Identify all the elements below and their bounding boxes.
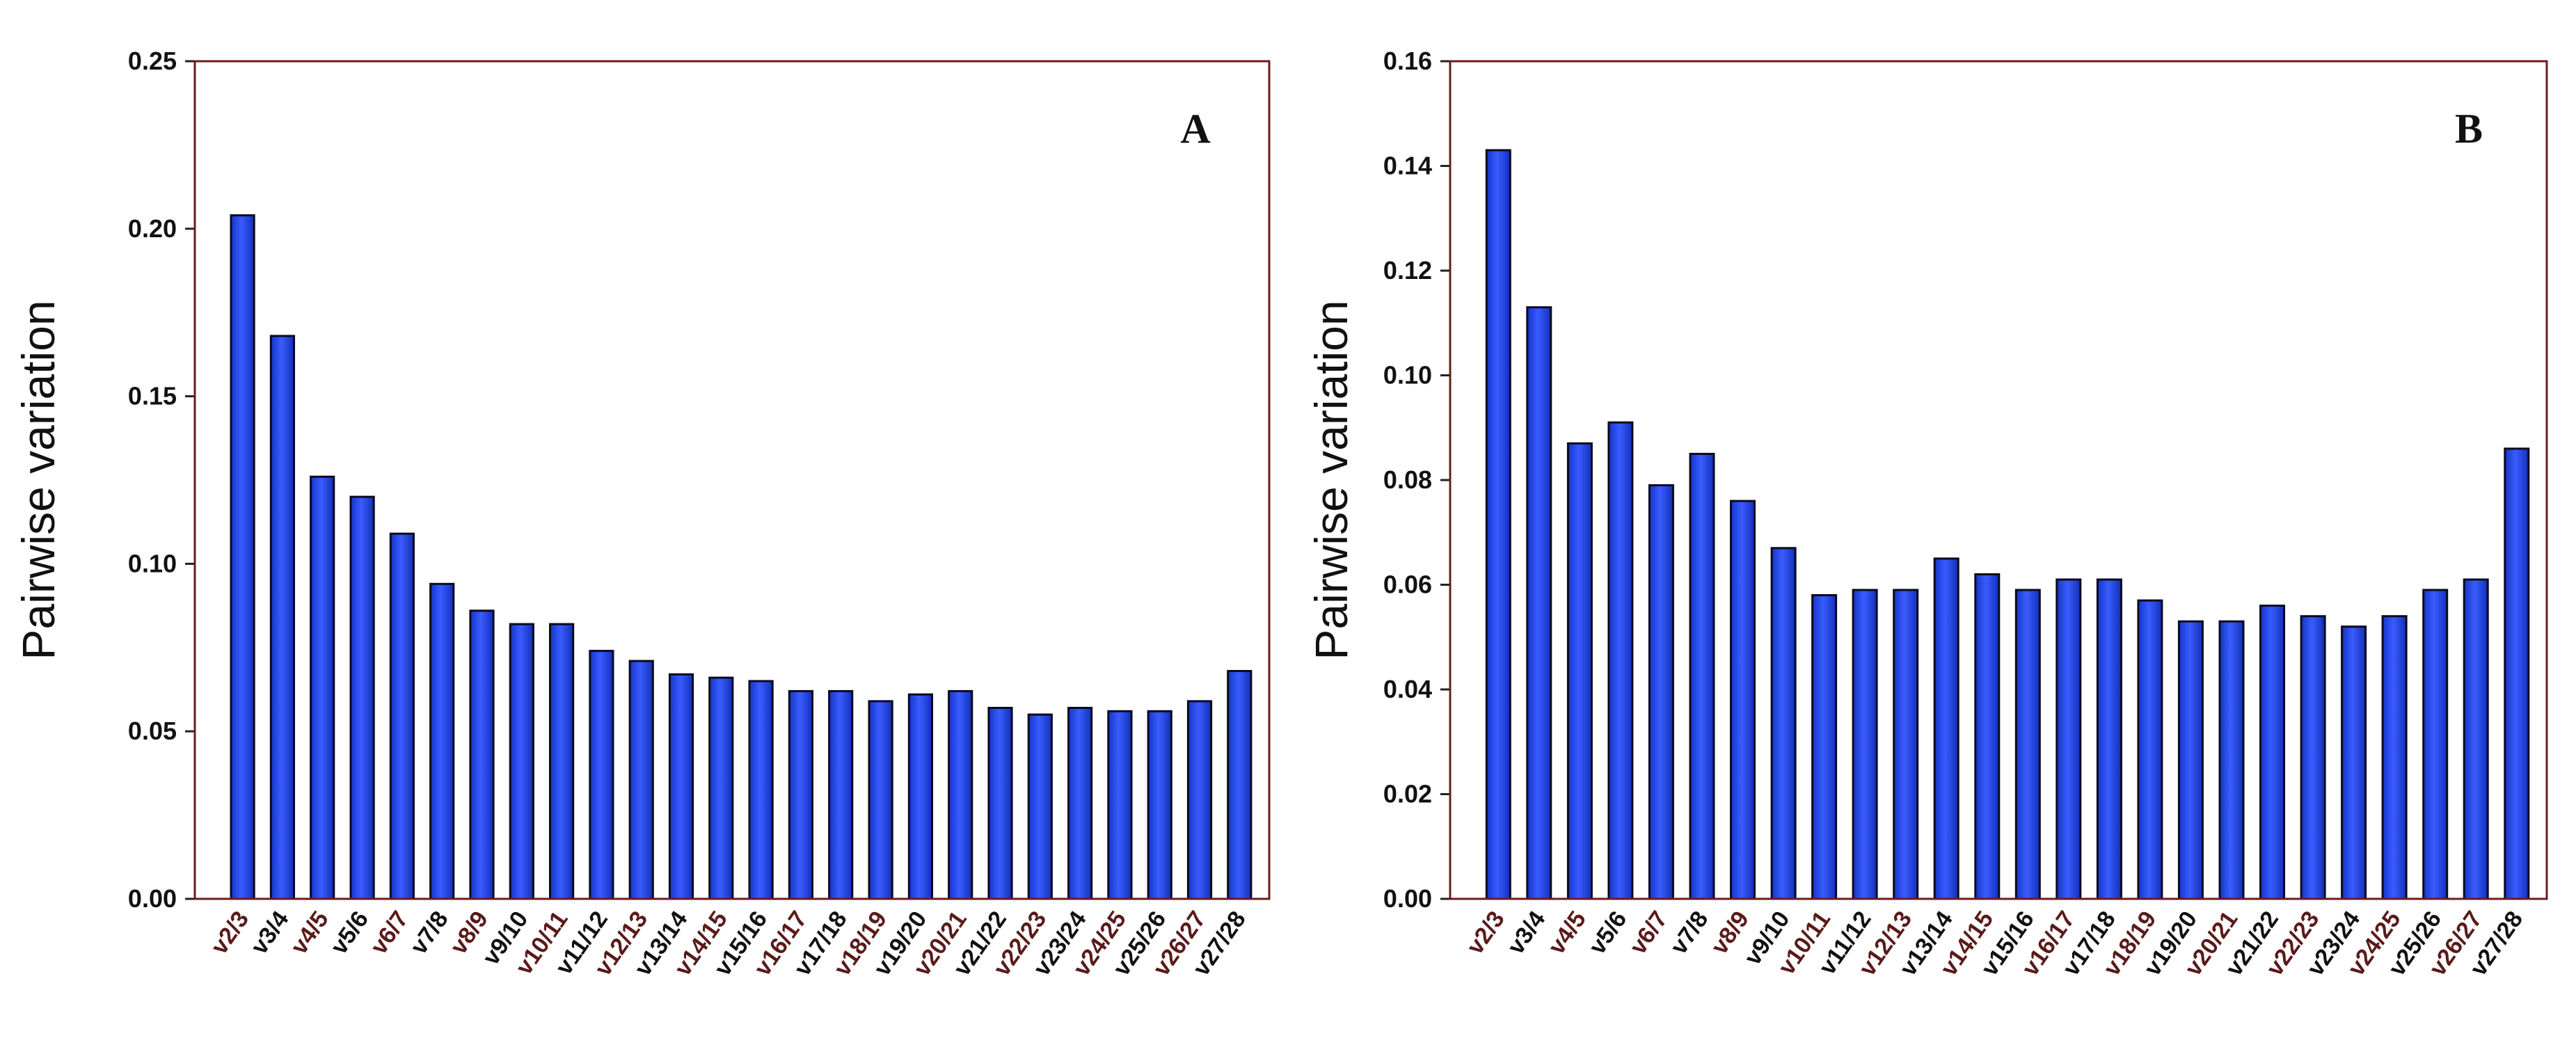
bar-v14-15 — [1974, 573, 2001, 900]
bar-v10-11 — [549, 623, 575, 900]
bar-v8-9 — [469, 609, 495, 900]
bar-v21-22 — [2259, 605, 2285, 900]
y-tick-label: 0.06 — [1383, 570, 1432, 599]
bar-v22-23 — [2300, 615, 2326, 900]
y-tick-label: 0.05 — [128, 717, 177, 745]
bar-v23-24 — [2341, 625, 2367, 900]
y-tick-label: 0.00 — [128, 884, 177, 913]
bar-v11-12 — [589, 650, 614, 900]
bar-v19-20 — [2177, 620, 2204, 900]
bar-v18-19 — [2137, 599, 2163, 900]
y-tick-label: 0.16 — [1383, 47, 1432, 75]
y-axis-label: Pairwise variation — [1305, 300, 1357, 660]
bar-v4-5 — [1566, 442, 1593, 900]
bar-v23-24 — [1067, 707, 1093, 900]
bar-v6-7 — [389, 532, 415, 900]
bar-v25-26 — [2422, 589, 2449, 900]
bar-v4-5 — [310, 475, 335, 900]
bar-v18-19 — [868, 700, 893, 900]
x-tick-label: v4/5 — [1543, 907, 1591, 959]
bar-v27-28 — [1227, 670, 1253, 900]
bar-v27-28 — [2504, 447, 2530, 900]
x-tick-label: v4/5 — [286, 907, 334, 959]
bar-v24-25 — [1107, 710, 1133, 900]
bar-v16-17 — [788, 689, 814, 900]
y-tick-label: 0.10 — [128, 549, 177, 577]
bar-v26-27 — [2463, 578, 2489, 900]
bar-v20-21 — [2218, 620, 2245, 900]
bar-v13-14 — [1933, 557, 1959, 900]
bar-v5-6 — [1607, 421, 1634, 900]
plot-frame — [193, 60, 1271, 900]
x-tick-label: v7/8 — [1665, 907, 1713, 959]
bar-v22-23 — [1027, 713, 1053, 900]
panel-label: B — [2455, 106, 2483, 152]
bar-v17-18 — [828, 689, 854, 900]
bar-v16-17 — [2056, 578, 2082, 900]
bar-v3-4 — [269, 335, 295, 900]
y-tick-label: 0.14 — [1383, 152, 1432, 180]
x-tick-label: v3/4 — [246, 907, 294, 959]
bar-v14-15 — [708, 676, 734, 900]
y-tick-label: 0.20 — [128, 214, 177, 243]
y-axis-label: Pairwise variation — [13, 300, 64, 660]
bar-v2-3 — [230, 214, 255, 900]
x-tick-label: v6/7 — [1625, 907, 1673, 959]
x-tick-label: v5/6 — [326, 907, 374, 959]
x-tick-label: v6/7 — [365, 907, 413, 959]
bar-v26-27 — [1186, 700, 1213, 900]
y-tick-label: 0.08 — [1383, 465, 1432, 494]
bar-v9-10 — [1770, 547, 1797, 900]
bar-v13-14 — [668, 673, 694, 900]
bar-v3-4 — [1526, 306, 1552, 900]
bar-v15-16 — [2014, 589, 2041, 900]
bar-v20-21 — [948, 689, 973, 900]
bar-v19-20 — [907, 693, 934, 900]
panel-label: A — [1180, 106, 1210, 152]
bar-v7-8 — [1689, 452, 1715, 900]
x-tick-label: v3/4 — [1502, 907, 1550, 959]
x-tick-label: v5/6 — [1584, 907, 1632, 959]
bar-v21-22 — [987, 707, 1013, 900]
bar-v8-9 — [1730, 500, 1756, 900]
y-tick-label: 0.02 — [1383, 780, 1432, 808]
bar-v17-18 — [2096, 578, 2122, 900]
x-tick-label: v2/3 — [1462, 907, 1510, 959]
y-tick-label: 0.15 — [128, 382, 177, 410]
bar-v7-8 — [429, 582, 455, 900]
bar-v24-25 — [2381, 615, 2408, 900]
bar-v12-13 — [628, 660, 654, 900]
bar-v15-16 — [748, 680, 774, 900]
chart-panel-b: v2/3v3/4v4/5v5/6v6/7v7/8v8/9v9/10v10/11v… — [1305, 47, 2548, 981]
bar-v5-6 — [349, 495, 375, 900]
plot-frame — [1449, 60, 2548, 900]
bar-v9-10 — [509, 623, 534, 900]
y-tick-label: 0.25 — [128, 47, 177, 75]
x-tick-label: v7/8 — [406, 907, 454, 959]
bar-v10-11 — [1811, 594, 1838, 900]
y-tick-label: 0.10 — [1383, 361, 1432, 390]
bar-v25-26 — [1147, 710, 1172, 900]
y-tick-label: 0.04 — [1383, 675, 1432, 703]
y-tick-label: 0.12 — [1383, 256, 1432, 285]
chart-panel-a: v2/3v3/4v4/5v5/6v6/7v7/8v8/9v9/10v10/11v… — [13, 47, 1271, 981]
x-tick-label: v2/3 — [206, 907, 254, 959]
y-tick-label: 0.00 — [1383, 884, 1432, 913]
bar-v2-3 — [1485, 149, 1511, 900]
bar-v11-12 — [1852, 589, 1878, 900]
bar-v6-7 — [1648, 484, 1674, 900]
bar-v12-13 — [1893, 589, 1919, 900]
